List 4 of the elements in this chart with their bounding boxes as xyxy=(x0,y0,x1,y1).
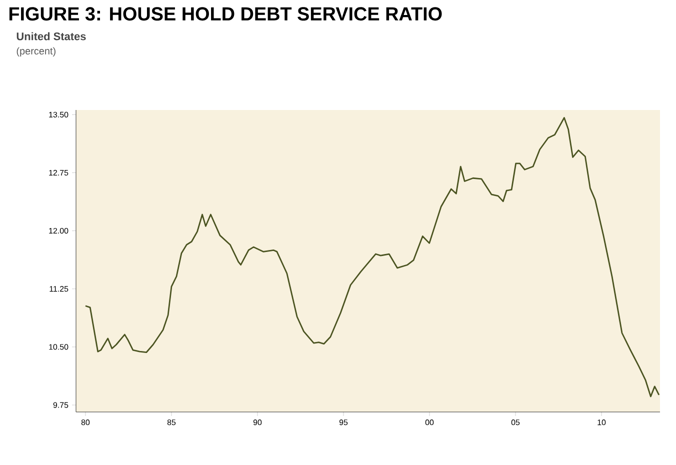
text: (percent) xyxy=(16,47,56,56)
line-series xyxy=(84,117,660,398)
chart-title: FIGURE 3: HOUSE HOLD DEBT SERVICE RATIO xyxy=(9,7,442,21)
chart-subtitle: United States xyxy=(16,32,86,40)
